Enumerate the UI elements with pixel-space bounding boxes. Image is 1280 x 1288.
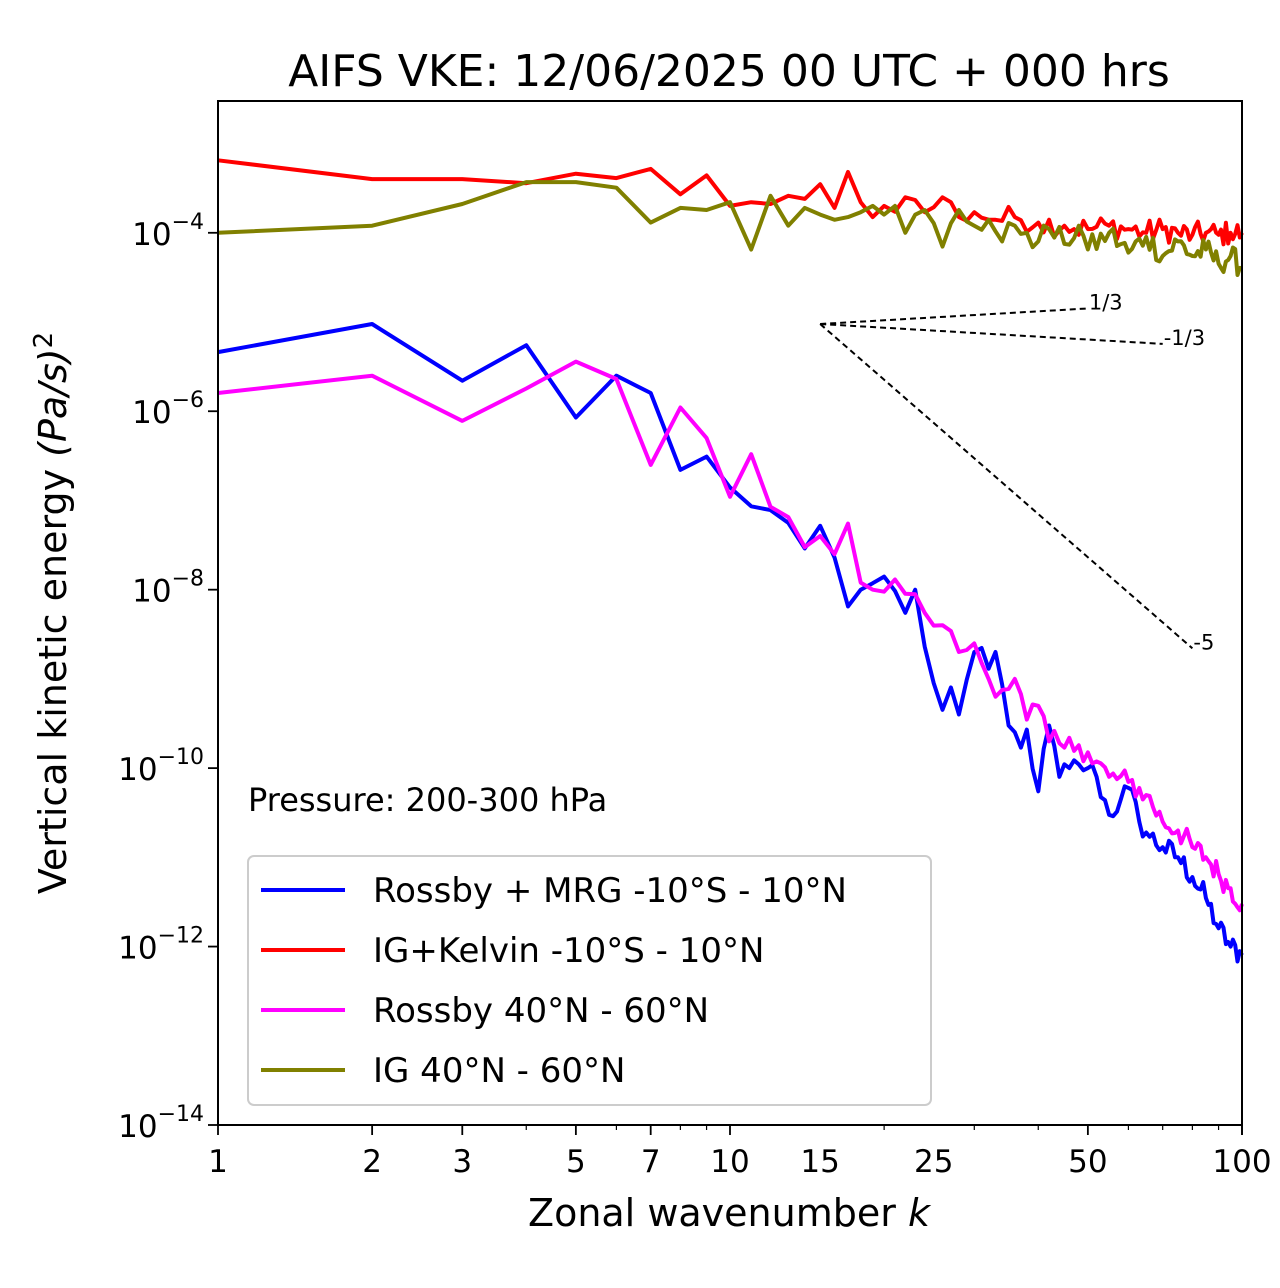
x-tick-label-6: 15 — [800, 1144, 839, 1180]
x-axis-label-text: Zonal wavenumber — [528, 1191, 908, 1235]
series-layer — [217, 158, 1244, 964]
slope-label-1: 1/3 — [1089, 290, 1123, 314]
y-axis-ticks: 10−4 10−6 10−8 10−10 10−12 10−14 — [118, 210, 218, 1145]
y-axis-label-power: 2 — [29, 332, 59, 349]
y-axis-label-text: Vertical kinetic energy — [31, 457, 75, 894]
legend-frame — [247, 855, 932, 1106]
legend-label-4: IG 40°N - 60°N — [373, 1051, 625, 1091]
chart-title: AIFS VKE: 12/06/2025 00 UTC + 000 hrs — [288, 46, 1170, 97]
y-tick-label-2: 10−8 — [132, 567, 204, 610]
y-axis-label-units: (Pa/s) — [31, 348, 75, 456]
series-line-2 — [217, 158, 1244, 247]
slope-line-2 — [820, 323, 1163, 345]
slope-line-3 — [819, 323, 1194, 650]
slope-label-3: -5 — [1193, 630, 1214, 654]
pressure-annotation: Pressure: 200-300 hPa — [248, 781, 607, 819]
x-axis-label-variable: k — [908, 1191, 932, 1235]
y-tick-label-3: 10−10 — [118, 745, 204, 788]
slope-label-2: -1/3 — [1164, 326, 1205, 350]
y-tick-label-1: 10−6 — [132, 388, 204, 431]
x-tick-label-0: 1 — [208, 1144, 228, 1180]
x-tick-label-8: 50 — [1068, 1144, 1107, 1180]
x-axis-ticks: 1 2 3 5 7 10 15 25 50 100 — [208, 1125, 1272, 1180]
y-axis-label: Vertical kinetic energy (Pa/s)2 — [29, 332, 75, 894]
legend-label-2: IG+Kelvin -10°S - 10°N — [373, 931, 764, 971]
x-tick-label-7: 25 — [914, 1144, 953, 1180]
x-tick-label-5: 10 — [710, 1144, 749, 1180]
series-line-1 — [217, 322, 1244, 964]
y-tick-label-0: 10−4 — [132, 210, 204, 253]
x-axis-label: Zonal wavenumber k — [528, 1191, 932, 1235]
series-line-4 — [217, 180, 1243, 277]
legend: Rossby + MRG -10°S - 10°N IG+Kelvin -10°S… — [247, 855, 932, 1106]
y-tick-label-4: 10−12 — [118, 924, 204, 967]
legend-label-1: Rossby + MRG -10°S - 10°N — [373, 871, 847, 911]
legend-label-3: Rossby 40°N - 60°N — [373, 991, 709, 1031]
x-tick-label-2: 3 — [452, 1144, 472, 1180]
series-line-3 — [217, 359, 1244, 913]
y-tick-label-5: 10−14 — [118, 1102, 204, 1145]
reference-slopes: 1/3 -1/3 -5 — [819, 290, 1214, 654]
x-tick-label-9: 100 — [1212, 1144, 1271, 1180]
x-tick-label-4: 7 — [641, 1144, 661, 1180]
x-tick-label-1: 2 — [362, 1144, 382, 1180]
slope-line-1 — [820, 307, 1088, 325]
x-tick-label-3: 5 — [566, 1144, 586, 1180]
